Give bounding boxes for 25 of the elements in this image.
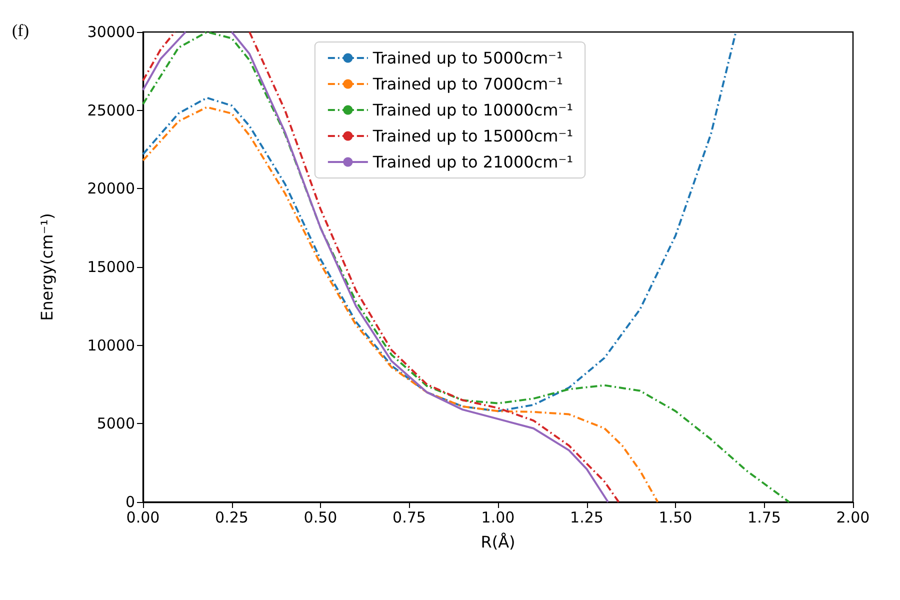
y-tick-label: 0: [125, 493, 135, 511]
x-tick-label: 1.50: [658, 508, 692, 526]
x-tick-label: 0.50: [304, 508, 338, 526]
x-tick-label: 1.00: [481, 508, 515, 526]
x-tick-label: 0.75: [392, 508, 426, 526]
y-axis-title: Energy(cm⁻¹): [38, 213, 56, 321]
x-axis-title: R(Å): [480, 532, 516, 552]
x-tick-label: 1.25: [570, 508, 604, 526]
y-tick-label: 25000: [87, 101, 135, 120]
legend-label: Trained up to 21000cm⁻¹: [372, 152, 574, 172]
legend-label: Trained up to 10000cm⁻¹: [372, 100, 574, 120]
x-tick-label: 0.25: [215, 508, 248, 526]
y-tick-label: 5000: [96, 414, 135, 433]
line-series: [142, 31, 737, 412]
legend-label: Trained up to 7000cm⁻¹: [372, 74, 563, 94]
legend-label: Trained up to 15000cm⁻¹: [372, 126, 574, 146]
y-tick-label: 30000: [87, 23, 135, 41]
legend-label: Trained up to 5000cm⁻¹: [372, 48, 563, 68]
x-tick-label: 2.00: [836, 508, 870, 526]
x-tick-label: 0.00: [126, 508, 160, 526]
text: (f): [12, 21, 29, 40]
x-tick-label: 1.75: [748, 508, 781, 526]
y-tick-label: 15000: [87, 258, 135, 276]
y-tick-label: 20000: [87, 180, 135, 198]
y-tick-label: 10000: [87, 336, 135, 354]
